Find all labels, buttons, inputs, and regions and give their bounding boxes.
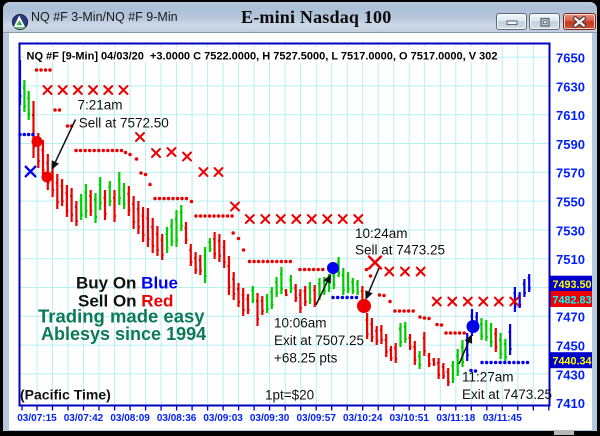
svg-text:7530: 7530 xyxy=(556,223,585,238)
svg-text:03/08:36: 03/08:36 xyxy=(157,413,197,424)
svg-text:7630: 7630 xyxy=(556,79,585,94)
svg-text:Ablesys since 1994: Ablesys since 1994 xyxy=(41,324,206,344)
svg-text:7440.34: 7440.34 xyxy=(553,356,592,368)
svg-text:7590: 7590 xyxy=(556,137,585,152)
svg-text:7550: 7550 xyxy=(556,195,585,210)
svg-text:10:24am: 10:24am xyxy=(355,226,408,241)
svg-text:Sell at 7572.50: Sell at 7572.50 xyxy=(79,116,169,131)
svg-text:7450: 7450 xyxy=(556,339,585,354)
svg-text:+68.25 pts: +68.25 pts xyxy=(274,351,338,366)
svg-text:03/09:30: 03/09:30 xyxy=(250,413,290,424)
svg-text:7570: 7570 xyxy=(556,166,585,181)
svg-text:1pt=$20: 1pt=$20 xyxy=(265,388,314,403)
svg-text:03/10:24: 03/10:24 xyxy=(343,413,383,424)
svg-text:03/11:45: 03/11:45 xyxy=(483,413,522,424)
svg-text:Trading made easy: Trading made easy xyxy=(38,306,205,327)
svg-text:03/11:18: 03/11:18 xyxy=(436,413,475,424)
svg-text:Sell at 7473.25: Sell at 7473.25 xyxy=(355,243,445,258)
svg-text:03/09:03: 03/09:03 xyxy=(203,413,243,424)
svg-text:7470: 7470 xyxy=(556,310,585,325)
svg-text:03/09:57: 03/09:57 xyxy=(296,413,336,424)
svg-text:(Pacific Time): (Pacific Time) xyxy=(20,387,111,403)
svg-text:10:06am: 10:06am xyxy=(274,316,327,331)
svg-text:03/08:09: 03/08:09 xyxy=(110,413,150,424)
svg-text:7650: 7650 xyxy=(556,51,585,66)
svg-text:11:27am: 11:27am xyxy=(462,370,514,385)
svg-text:7610: 7610 xyxy=(556,108,585,123)
svg-text:7482.83: 7482.83 xyxy=(553,294,592,306)
svg-text:7410: 7410 xyxy=(556,396,585,411)
svg-text:Exit at 7473.25: Exit at 7473.25 xyxy=(462,387,552,402)
svg-text:03/10:51: 03/10:51 xyxy=(389,413,429,424)
svg-text:03/07:42: 03/07:42 xyxy=(64,413,104,424)
svg-text:Exit at 7507.25: Exit at 7507.25 xyxy=(274,333,364,348)
svg-text:7430: 7430 xyxy=(556,367,585,382)
svg-text:7493.50: 7493.50 xyxy=(553,279,592,291)
svg-text:7:21am: 7:21am xyxy=(78,98,123,113)
svg-text:7510: 7510 xyxy=(556,252,585,267)
svg-text:03/07:15: 03/07:15 xyxy=(17,413,57,424)
svg-text:Sell On Red: Sell On Red xyxy=(78,292,173,311)
svg-text:Buy On Blue: Buy On Blue xyxy=(76,274,178,293)
svg-text:NQ #F [9-Min] 04/03/20 +3.000: NQ #F [9-Min] 04/03/20 +3.0000 C 7522.00… xyxy=(27,51,498,63)
